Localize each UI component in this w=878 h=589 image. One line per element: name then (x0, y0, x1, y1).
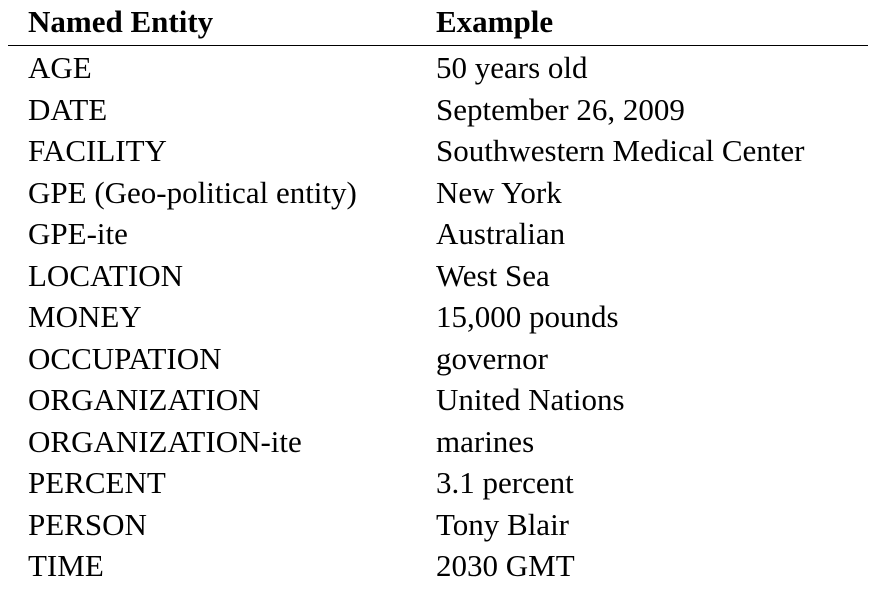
table-row: PERCENT 3.1 percent (0, 462, 878, 504)
header-named-entity: Named Entity (28, 4, 214, 39)
entity-cell: ORGANIZATION-ite (28, 423, 302, 459)
table-row: MONEY 15,000 pounds (0, 296, 878, 338)
table-row: GPE (Geo-political entity) New York (0, 172, 878, 214)
example-cell: 50 years old (436, 50, 588, 85)
entity-cell: OCCUPATION (28, 340, 222, 376)
table-row: LOCATION West Sea (0, 255, 878, 297)
entity-cell: FACILITY (28, 133, 167, 168)
entity-cell: TIME (28, 548, 104, 583)
table-row: GPE-ite Australian (0, 213, 878, 255)
entity-cell: PERSON (28, 506, 147, 542)
example-cell: United Nations (436, 382, 625, 417)
table-row: AGE 50 years old (0, 47, 878, 89)
example-cell: West Sea (436, 257, 550, 293)
example-cell: New York (436, 174, 562, 210)
header-example: Example (436, 4, 554, 39)
entity-cell: PERCENT (28, 465, 166, 500)
entity-cell: LOCATION (28, 257, 183, 293)
example-cell: 15,000 pounds (436, 299, 619, 334)
example-cell: governor (436, 340, 548, 376)
entity-cell: ORGANIZATION (28, 382, 261, 417)
entity-cell: AGE (28, 50, 92, 85)
table-row: OCCUPATION governor (0, 338, 878, 380)
table-row: FACILITY Southwestern Medical Center (0, 130, 878, 172)
entity-cell: GPE (Geo-political entity) (28, 174, 357, 210)
entity-cell: GPE-ite (28, 216, 128, 251)
table-header: Named Entity Example (0, 0, 878, 46)
example-cell: Tony Blair (436, 506, 570, 542)
entity-cell: MONEY (28, 299, 142, 334)
header-rule (8, 45, 868, 46)
table-row: ORGANIZATION United Nations (0, 379, 878, 421)
example-cell: 2030 GMT (436, 548, 575, 583)
table-row: PERSON Tony Blair (0, 504, 878, 546)
example-cell: marines (436, 423, 535, 459)
example-cell: September 26, 2009 (436, 91, 685, 127)
example-cell: 3.1 percent (436, 465, 574, 500)
example-cell: Southwestern Medical Center (436, 133, 805, 168)
table-row: DATE September 26, 2009 (0, 89, 878, 131)
example-cell: Australian (436, 216, 566, 251)
table-body: AGE 50 years old DATE September 26, 2009… (0, 47, 878, 587)
table-row: TIME 2030 GMT (0, 545, 878, 587)
entity-cell: DATE (28, 91, 108, 127)
table-row: ORGANIZATION-ite marines (0, 421, 878, 463)
